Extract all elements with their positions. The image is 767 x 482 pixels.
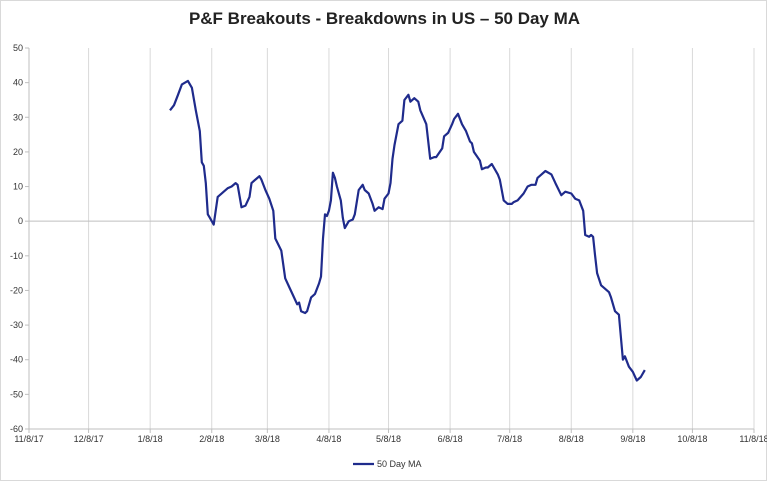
- series-line-50-day-ma: [169, 79, 646, 382]
- y-tick-label: -50: [10, 389, 23, 399]
- x-tick-label: 3/8/18: [255, 434, 280, 444]
- x-tick-label: 4/8/18: [316, 434, 341, 444]
- series-group: [169, 79, 646, 382]
- y-tick-label: 40: [13, 78, 23, 88]
- x-tick-label: 8/8/18: [559, 434, 584, 444]
- y-tick-label: 0: [18, 216, 23, 226]
- y-tick-label: 30: [13, 112, 23, 122]
- y-tick-label: -30: [10, 320, 23, 330]
- y-tick-label: -40: [10, 355, 23, 365]
- x-tick-label: 10/8/18: [677, 434, 707, 444]
- x-tick-label: 12/8/17: [74, 434, 104, 444]
- y-tick-label: 20: [13, 147, 23, 157]
- y-tick-labels: 50 40 30 20 10 0 -10 -20 -30 -40 -50 -60: [10, 43, 23, 434]
- y-tick-label: -20: [10, 285, 23, 295]
- legend-label: 50 Day MA: [377, 459, 422, 469]
- x-tick-label: 11/8/17: [14, 434, 43, 444]
- x-tick-labels: 11/8/17 12/8/17 1/8/18 2/8/18 3/8/18 4/8/18 5/…: [14, 434, 767, 444]
- x-tick-label: 1/8/18: [138, 434, 163, 444]
- y-tick-label: -10: [10, 251, 23, 261]
- x-tick-label: 9/8/18: [620, 434, 645, 444]
- x-tick-label: 7/8/18: [497, 434, 522, 444]
- x-tick-label: 6/8/18: [438, 434, 463, 444]
- axes: [25, 47, 755, 433]
- x-tick-label: 5/8/18: [376, 434, 401, 444]
- chart-title: P&F Breakouts - Breakdowns in US – 50 Da…: [188, 9, 581, 28]
- x-tick-label: 11/8/18: [739, 434, 767, 444]
- grid-lines: [88, 48, 755, 429]
- y-tick-label: -60: [10, 424, 23, 434]
- y-tick-label: 50: [13, 43, 23, 53]
- x-tick-label: 2/8/18: [199, 434, 224, 444]
- y-tick-label: 10: [13, 182, 23, 192]
- legend: 50 Day MA: [353, 459, 422, 469]
